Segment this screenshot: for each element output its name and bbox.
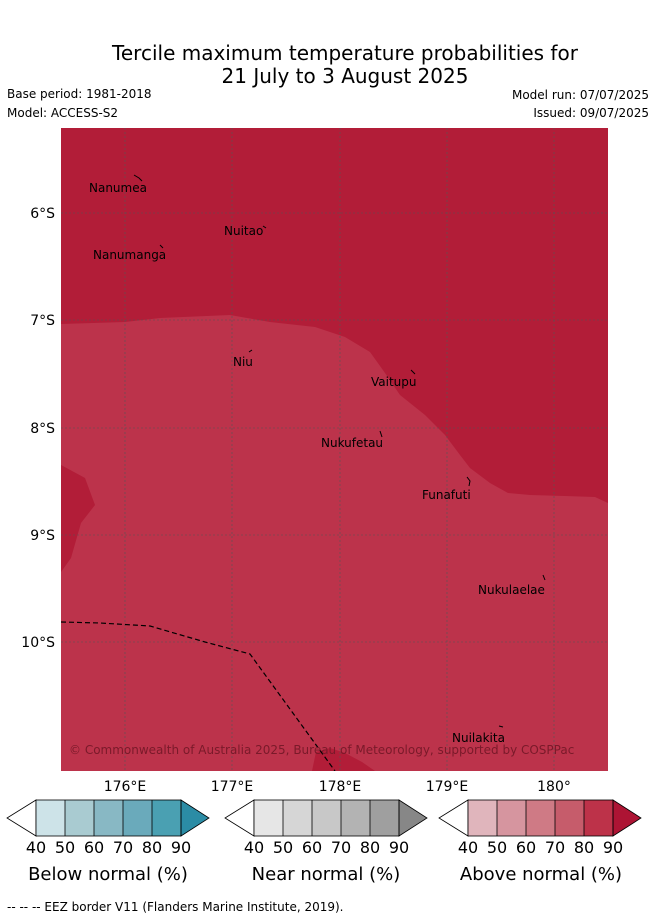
base-period: Base period: 1981-2018 <box>7 87 152 101</box>
above-normal-over-arrow <box>612 799 642 837</box>
above-normal-caption: Above normal (%) <box>460 864 622 885</box>
island-outlines <box>133 174 546 728</box>
lat-label-9s: 9°S <box>30 528 55 544</box>
below-tick-50: 50 <box>55 838 75 857</box>
near-normal-80-90 <box>370 800 399 836</box>
below-normal-40-50 <box>36 800 65 836</box>
island-label-nanumea: Nanumea <box>89 181 147 195</box>
island-labels: Nanumea Nuitao Nanumanga Niu Vaitupu Nuk… <box>89 181 545 745</box>
island-label-nukufetau: Nukufetau <box>321 436 383 450</box>
below-tick-80: 80 <box>142 838 162 857</box>
lat-label-8s: 8°S <box>30 421 55 437</box>
below-normal-caption: Below normal (%) <box>28 864 188 885</box>
above-normal-70-80-region <box>61 315 608 771</box>
below-tick-70: 70 <box>113 838 133 857</box>
above-normal-70-80 <box>555 800 584 836</box>
above-tick-60: 60 <box>516 838 536 857</box>
colorbar-above-normal: 40 50 60 70 80 90 Above normal (%) <box>438 799 642 885</box>
lon-label-177e: 177°E <box>211 779 254 795</box>
below-normal-60-70 <box>94 800 123 836</box>
island-label-nukulaelae: Nukulaelae <box>478 583 545 597</box>
above-normal-40-50 <box>468 800 497 836</box>
near-tick-40: 40 <box>244 838 264 857</box>
longitude-labels: 176°E 177°E 178°E 179°E 180° <box>104 779 571 795</box>
near-tick-90: 90 <box>389 838 409 857</box>
copyright-notice: © Commonwealth of Australia 2025, Bureau… <box>69 743 574 757</box>
above-tick-40: 40 <box>458 838 478 857</box>
lat-label-6s: 6°S <box>30 206 55 222</box>
below-normal-50-60 <box>65 800 94 836</box>
island-label-nanumanga: Nanumanga <box>93 248 166 262</box>
map-title-line2: 21 July to 3 August 2025 <box>221 64 469 88</box>
above-tick-80: 80 <box>574 838 594 857</box>
above-tick-70: 70 <box>545 838 565 857</box>
below-normal-over-arrow <box>180 799 210 837</box>
above-tick-90: 90 <box>603 838 623 857</box>
lon-label-180: 180° <box>537 779 571 795</box>
above-normal-under-arrow <box>438 799 469 837</box>
island-label-nuitao: Nuitao <box>224 224 263 238</box>
model-run-date: Model run: 07/07/2025 <box>511 88 649 102</box>
below-tick-40: 40 <box>26 838 46 857</box>
latitude-labels: 6°S 7°S 8°S 9°S 10°S <box>21 206 55 651</box>
above-normal-80-90 <box>584 800 613 836</box>
map-panel: Nanumea Nuitao Nanumanga Niu Vaitupu Nuk… <box>61 128 608 771</box>
eez-border <box>61 621 336 771</box>
graticule <box>61 128 608 771</box>
colorbar-near-normal: 40 50 60 70 80 90 Near normal (%) <box>224 799 428 885</box>
colorbar-below-normal: 40 50 60 70 80 90 Below normal (%) <box>6 799 210 885</box>
near-normal-caption: Near normal (%) <box>252 864 401 885</box>
island-label-vaitupu: Vaitupu <box>371 375 417 389</box>
issued-date: Issued: 09/07/2025 <box>533 106 649 120</box>
below-normal-under-arrow <box>6 799 37 837</box>
eez-border-note: -- -- -- EEZ border V11 (Flanders Marine… <box>7 900 344 914</box>
lat-label-10s: 10°S <box>21 635 55 651</box>
above-normal-60-70 <box>526 800 555 836</box>
near-normal-40-50 <box>254 800 283 836</box>
island-label-funafuti: Funafuti <box>422 488 471 502</box>
near-normal-50-60 <box>283 800 312 836</box>
above-normal-50-60 <box>497 800 526 836</box>
model-name: Model: ACCESS-S2 <box>7 106 119 120</box>
below-normal-70-80 <box>123 800 152 836</box>
above-normal-80-90-patch-south <box>312 748 375 771</box>
near-normal-over-arrow <box>398 799 428 837</box>
near-normal-under-arrow <box>224 799 255 837</box>
lat-label-7s: 7°S <box>30 313 55 329</box>
near-tick-60: 60 <box>302 838 322 857</box>
near-normal-70-80 <box>341 800 370 836</box>
island-label-niu: Niu <box>233 355 253 369</box>
below-tick-60: 60 <box>84 838 104 857</box>
island-label-nuilakita: Nuilakita <box>452 731 505 745</box>
lon-label-176e: 176°E <box>104 779 147 795</box>
below-tick-90: 90 <box>171 838 191 857</box>
map-title-line1: Tercile maximum temperature probabilitie… <box>112 41 578 65</box>
near-tick-70: 70 <box>331 838 351 857</box>
near-tick-80: 80 <box>360 838 380 857</box>
near-normal-60-70 <box>312 800 341 836</box>
above-tick-50: 50 <box>487 838 507 857</box>
near-tick-50: 50 <box>273 838 293 857</box>
below-normal-80-90 <box>152 800 181 836</box>
lon-label-179e: 179°E <box>426 779 469 795</box>
lon-label-178e: 178°E <box>319 779 362 795</box>
